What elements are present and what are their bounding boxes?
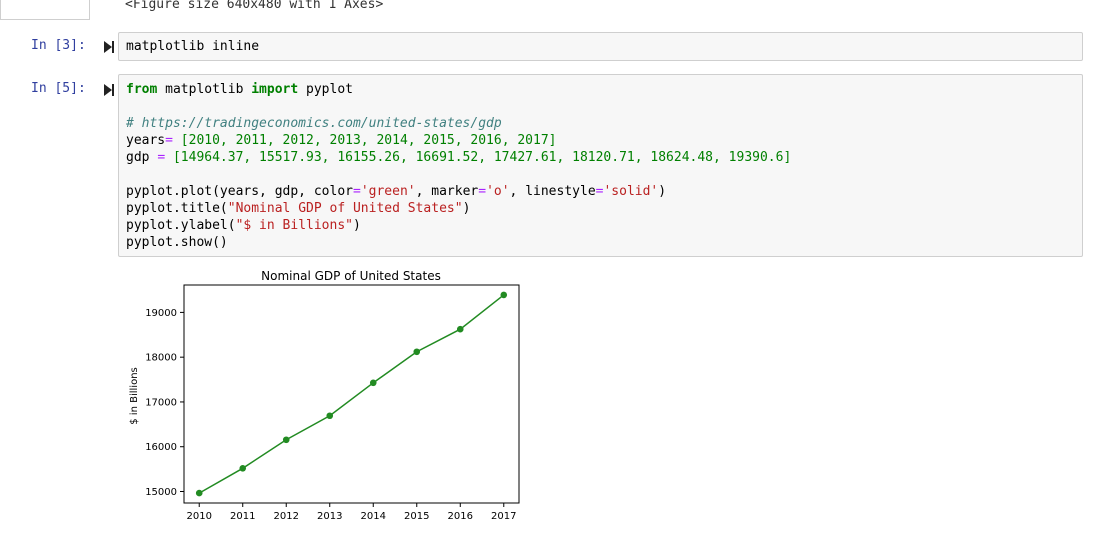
run-cell-icon[interactable] — [104, 84, 114, 96]
code-line-comment: # https://tradingeconomics.com/united-st… — [126, 116, 502, 131]
cell-3-prompt: In [3]: — [31, 38, 86, 53]
x-tick-label: 2013 — [317, 511, 342, 522]
cell-5-input[interactable]: from matplotlib import pyplot # https://… — [118, 74, 1083, 257]
run-cell-icon[interactable] — [104, 41, 114, 53]
gdp-line-chart: Nominal GDP of United States $ in Billio… — [129, 269, 520, 522]
code-line-title: pyplot.title("Nominal GDP of United Stat… — [126, 201, 471, 216]
code-line-import: from matplotlib import pyplot — [126, 82, 353, 97]
code-line-plot: pyplot.plot(years, gdp, color='green', m… — [126, 184, 667, 199]
code-line-show: pyplot.show() — [126, 235, 228, 250]
code-line-gdp: gdp = [14964.37, 15517.93, 16155.26, 166… — [126, 150, 792, 165]
cell-3-input[interactable]: matplotlib inline — [118, 32, 1083, 61]
cell-3-code: matplotlib inline — [126, 39, 260, 54]
data-point — [326, 412, 334, 420]
x-tick-label: 2012 — [274, 511, 299, 522]
x-tick-label: 2016 — [448, 511, 473, 522]
y-tick-label: 19000 — [145, 308, 177, 319]
data-point — [369, 379, 377, 387]
series-line — [198, 294, 505, 494]
previous-output-text: <Figure size 640x480 with 1 Axes> — [125, 0, 384, 12]
x-tick-label: 2011 — [230, 511, 255, 522]
data-point — [239, 465, 247, 472]
code-line-ylabel: pyplot.ylabel("$ in Billions") — [126, 218, 361, 233]
cell-5-output-plot: Nominal GDP of United States $ in Billio… — [120, 262, 540, 532]
data-point — [413, 348, 421, 356]
previous-output-area — [0, 0, 90, 20]
cell-5-prompt: In [5]: — [31, 81, 86, 96]
x-tick-label: 2017 — [491, 511, 516, 522]
x-tick-label: 2010 — [187, 511, 212, 522]
x-tick-label: 2014 — [361, 511, 386, 522]
data-point — [456, 325, 464, 333]
data-point — [282, 436, 290, 444]
y-axis-label: $ in Billions — [129, 367, 140, 424]
code-line-years: years= [2010, 2011, 2012, 2013, 2014, 20… — [126, 133, 557, 148]
y-tick-label: 15000 — [145, 487, 177, 498]
x-tick-label: 2015 — [404, 511, 429, 522]
y-tick-label: 16000 — [145, 442, 177, 453]
y-tick-label: 18000 — [145, 353, 177, 364]
chart-title: Nominal GDP of United States — [261, 269, 441, 283]
data-point — [500, 291, 508, 299]
axes-frame — [183, 284, 520, 504]
y-tick-label: 17000 — [145, 397, 177, 408]
data-point — [195, 489, 203, 497]
